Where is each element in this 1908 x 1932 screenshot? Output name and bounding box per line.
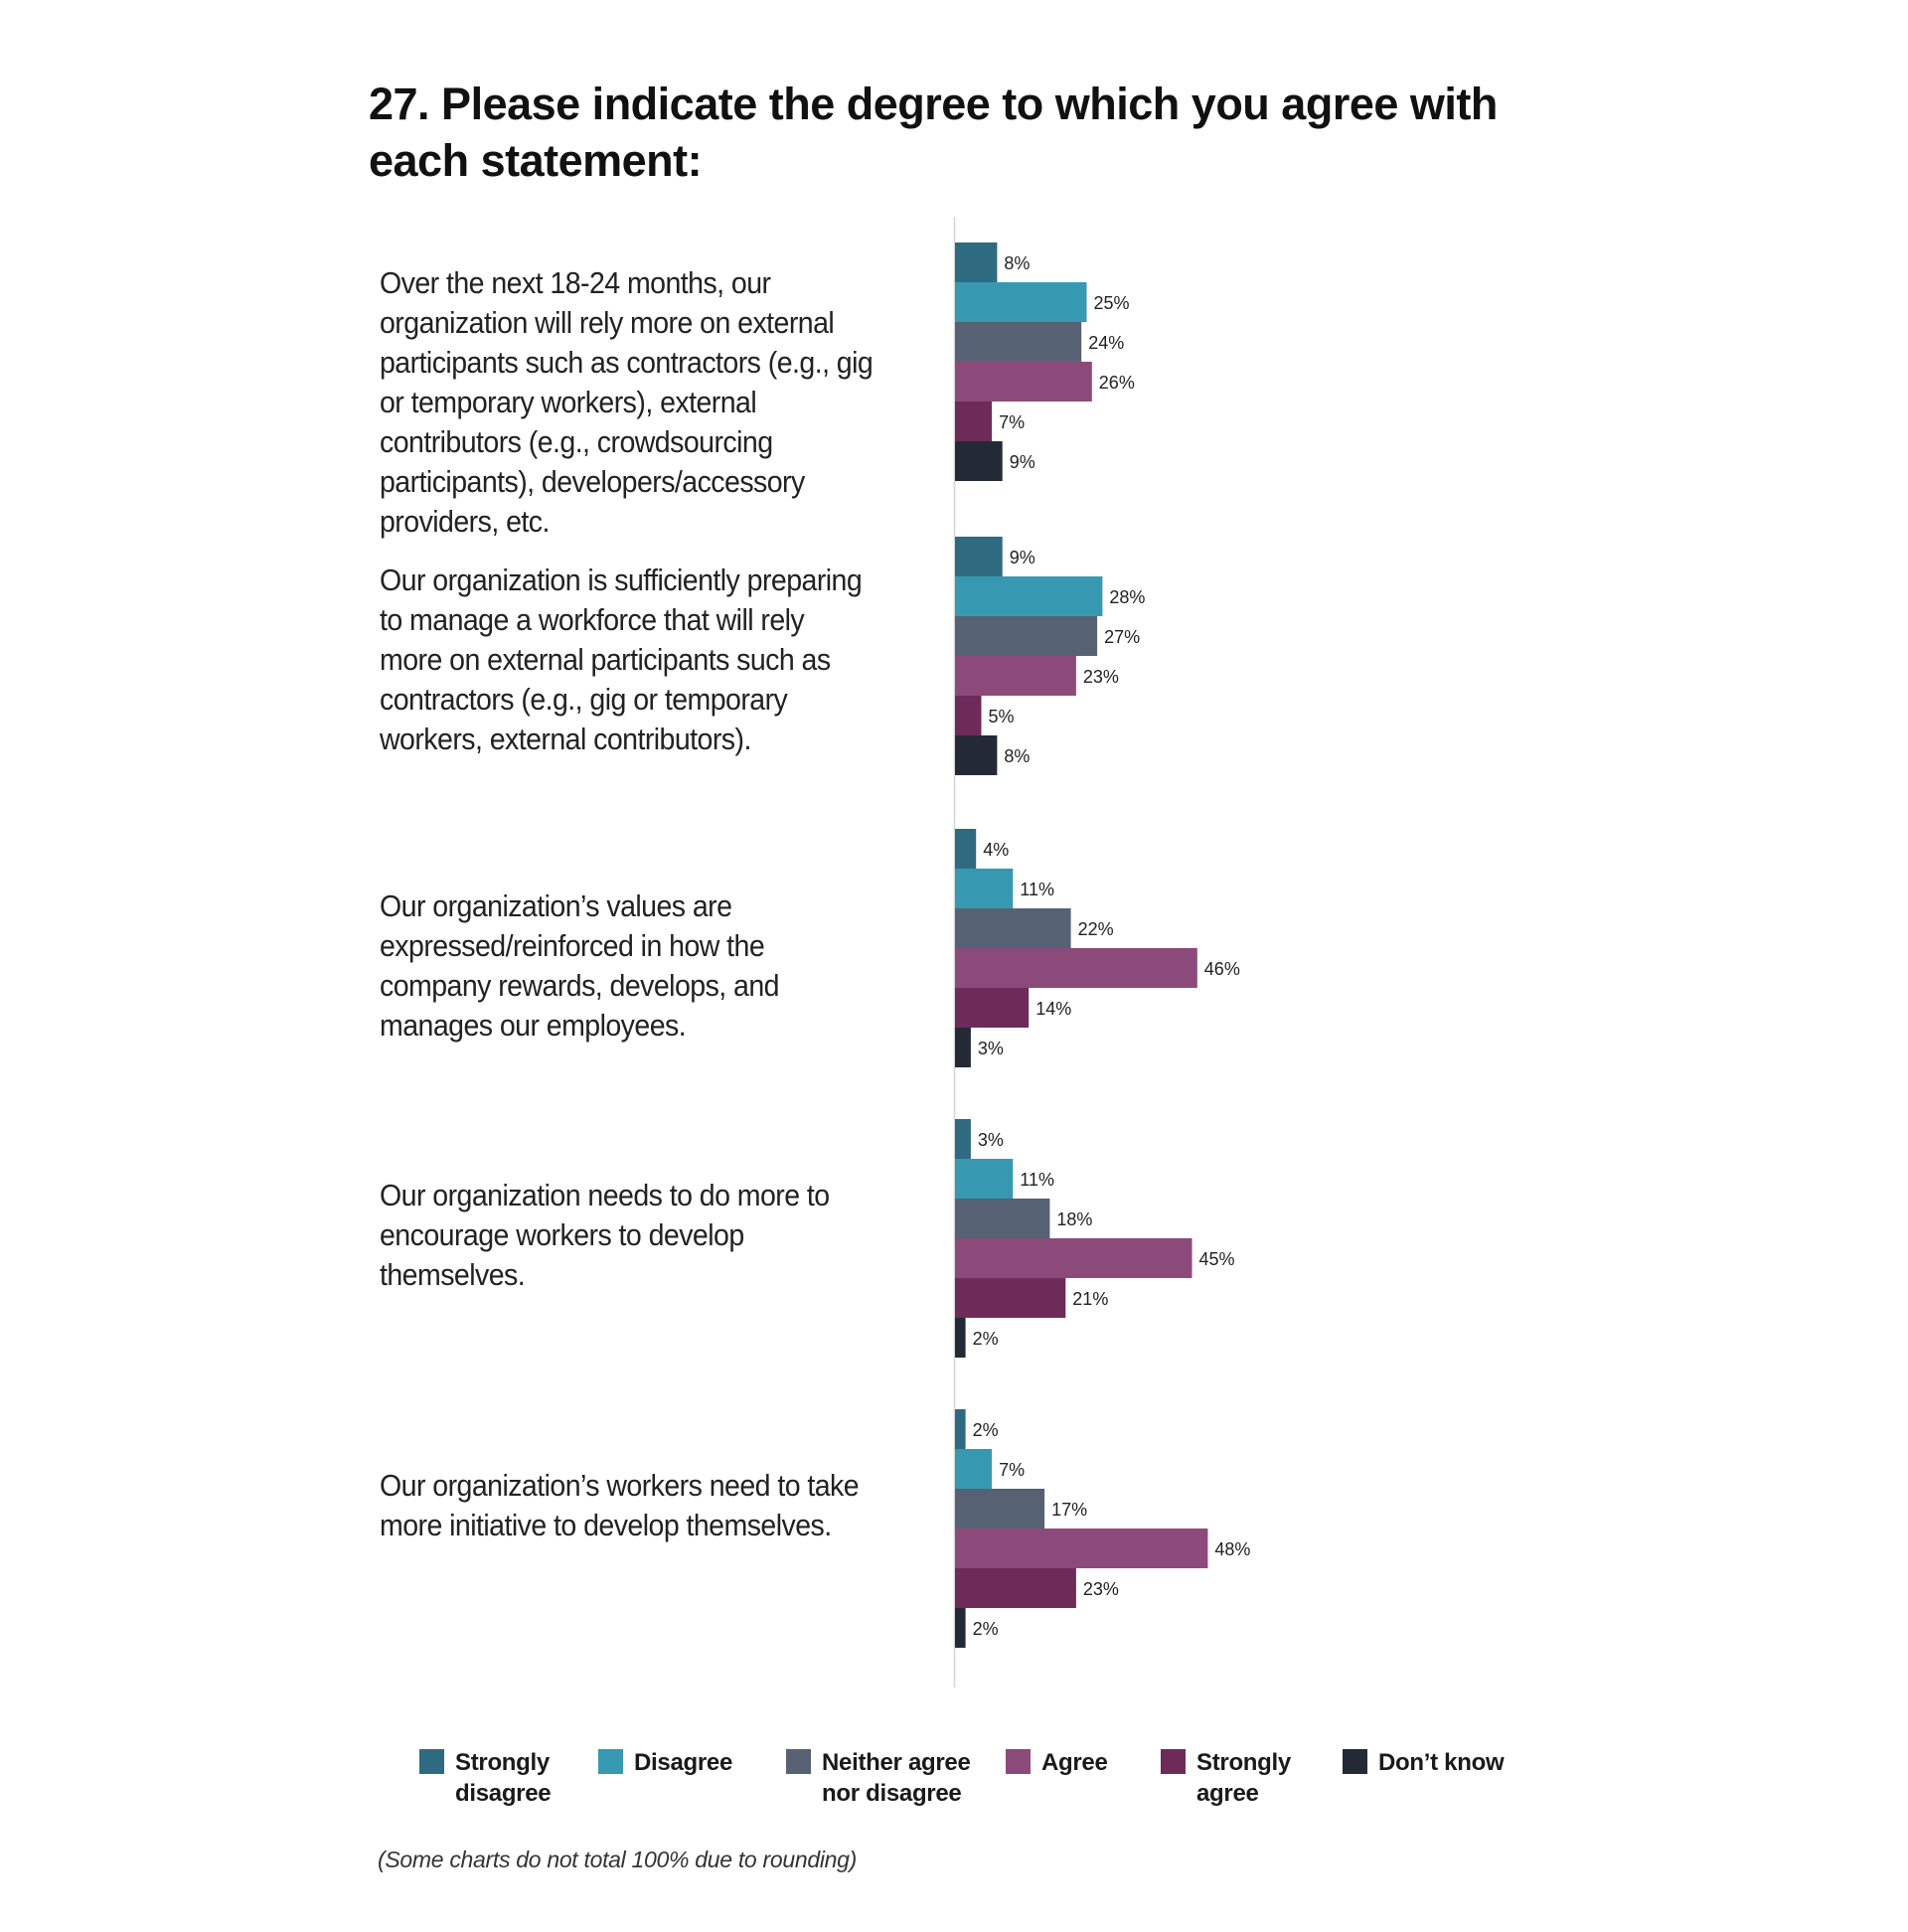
data-label-strongly-disagree: 8%	[1004, 253, 1030, 273]
legend-label-dont-know: Don’t know	[1378, 1749, 1505, 1776]
data-label-disagree: 28%	[1109, 587, 1145, 607]
data-label-strongly-agree: 14%	[1035, 999, 1071, 1019]
bar-group-4: 3% 11%18% 45% 21% 2%	[955, 1119, 1235, 1358]
bar-don-t-know	[955, 1608, 966, 1648]
data-label-neither-agree-nor-disagree: 24%	[1088, 333, 1124, 353]
footnote: (Some charts do not total 100% due to ro…	[378, 1847, 857, 1872]
bar-strongly-disagree	[955, 537, 1003, 576]
data-label-neither-agree-nor-disagree: 22%	[1078, 919, 1114, 939]
legend-label-agree: Agree	[1041, 1749, 1108, 1776]
data-label-disagree: 11%	[1020, 880, 1054, 899]
bar-group-3: 4% 11% 22% 46% 14% 3%	[955, 829, 1240, 1067]
bar-group-5: 2%7%17%48%23%2%	[955, 1409, 1250, 1648]
data-label-agree: 48%	[1214, 1539, 1250, 1559]
data-label-strongly-disagree: 3%	[978, 1130, 1004, 1150]
bar-don-t-know	[955, 735, 998, 775]
data-label-agree: 45%	[1199, 1249, 1235, 1269]
data-label-don-t-know: 8%	[1004, 746, 1030, 766]
legend-label-strongly-disagree: Strongly disagree	[455, 1749, 552, 1807]
data-label-strongly-agree: 5%	[989, 707, 1015, 726]
data-label-neither-agree-nor-disagree: 17%	[1051, 1500, 1087, 1520]
legend-item-dont-know: Don’t know	[1343, 1747, 1505, 1778]
bar-neither-agree-nor-disagree	[955, 616, 1098, 656]
data-label-neither-agree-nor-disagree: 27%	[1104, 627, 1140, 647]
statement-1: Over the next 18-24 months, our organiza…	[380, 265, 874, 539]
data-label-disagree: 7%	[999, 1460, 1025, 1480]
data-label-disagree: 25%	[1094, 293, 1130, 313]
bar-disagree	[955, 869, 1014, 908]
bar-agree	[955, 948, 1197, 988]
bar-agree	[955, 1529, 1208, 1568]
bar-neither-agree-nor-disagree	[955, 908, 1071, 948]
data-label-strongly-disagree: 4%	[983, 840, 1009, 860]
bar-strongly-disagree	[955, 1119, 971, 1159]
data-label-strongly-agree: 7%	[999, 412, 1025, 432]
legend-item-strongly-agree: Strongly agree	[1161, 1747, 1291, 1809]
bar-disagree	[955, 1449, 993, 1489]
bar-strongly-agree	[955, 988, 1030, 1028]
statement-2: Our organization is sufficiently prepari…	[380, 563, 863, 756]
legend-item-agree: Agree	[1006, 1747, 1108, 1778]
data-label-strongly-agree: 21%	[1072, 1289, 1108, 1309]
bar-group-1: 8% 25% 24% 26% 7% 9%	[955, 242, 1135, 481]
data-label-don-t-know: 2%	[973, 1329, 999, 1349]
legend-item-disagree: Disagree	[598, 1747, 732, 1778]
legend-swatch-agree	[1006, 1749, 1031, 1774]
bar-don-t-know	[955, 1028, 971, 1067]
legend-swatch-dont-know	[1343, 1749, 1367, 1774]
bar-agree	[955, 1238, 1192, 1278]
statement-3: Our organization’s values are expressed/…	[380, 888, 780, 1043]
data-label-strongly-disagree: 9%	[1010, 548, 1035, 567]
data-label-agree: 26%	[1099, 373, 1135, 393]
legend-swatch-neither	[786, 1749, 811, 1774]
data-label-disagree: 11%	[1020, 1170, 1054, 1190]
data-label-don-t-know: 2%	[973, 1619, 999, 1639]
legend-item-neither: Neither agree nor disagree	[786, 1747, 971, 1809]
data-label-strongly-agree: 23%	[1083, 1579, 1119, 1599]
bar-agree	[955, 656, 1076, 696]
bar-disagree	[955, 282, 1087, 322]
data-label-don-t-know: 3%	[978, 1039, 1004, 1058]
bar-agree	[955, 362, 1092, 402]
legend: Strongly disagree Disagree Neither agree…	[0, 1747, 1908, 1827]
legend-label-neither: Neither agree nor disagree	[822, 1749, 971, 1807]
bar-disagree	[955, 576, 1103, 616]
legend-swatch-strongly-agree	[1161, 1749, 1186, 1774]
bar-strongly-disagree	[955, 829, 977, 869]
bar-don-t-know	[955, 441, 1003, 481]
bar-strongly-disagree	[955, 1409, 966, 1449]
legend-item-strongly-disagree: Strongly disagree	[419, 1747, 552, 1809]
bar-neither-agree-nor-disagree	[955, 322, 1082, 362]
statement-5: Our organization’s workers need to take …	[380, 1468, 860, 1542]
bar-strongly-disagree	[955, 242, 998, 282]
data-label-strongly-disagree: 2%	[973, 1420, 999, 1440]
bar-don-t-know	[955, 1318, 966, 1358]
legend-label-strongly-agree: Strongly agree	[1196, 1749, 1291, 1807]
bar-strongly-agree	[955, 1568, 1076, 1608]
bar-disagree	[955, 1159, 1014, 1199]
bar-neither-agree-nor-disagree	[955, 1489, 1045, 1529]
legend-swatch-strongly-disagree	[419, 1749, 444, 1774]
legend-swatch-disagree	[598, 1749, 623, 1774]
data-label-don-t-know: 9%	[1010, 452, 1035, 472]
bar-strongly-agree	[955, 402, 993, 441]
bar-strongly-agree	[955, 696, 982, 735]
data-label-agree: 23%	[1083, 667, 1119, 687]
bar-neither-agree-nor-disagree	[955, 1199, 1050, 1238]
data-label-agree: 46%	[1204, 959, 1240, 979]
bar-strongly-agree	[955, 1278, 1066, 1318]
legend-label-disagree: Disagree	[634, 1749, 732, 1776]
bar-group-2: 9% 28% 27% 23% 5% 8%	[955, 537, 1145, 775]
chart-title: 27. Please indicate the degree to which …	[369, 79, 1498, 186]
data-label-neither-agree-nor-disagree: 18%	[1056, 1209, 1092, 1229]
statement-4: Our organization needs to do more to enc…	[380, 1178, 830, 1292]
